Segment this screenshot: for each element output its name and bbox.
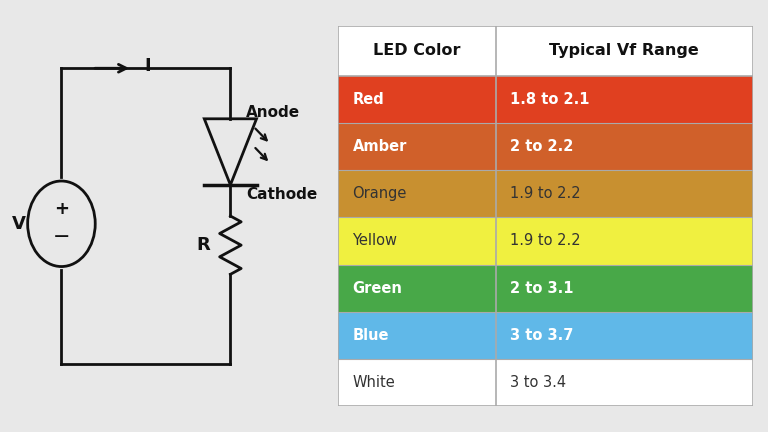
Bar (338, 26, 753, 76)
Bar (338, 312, 753, 359)
Text: Typical Vf Range: Typical Vf Range (549, 43, 699, 58)
Text: Orange: Orange (353, 186, 407, 201)
Text: +: + (54, 200, 69, 218)
Bar (338, 123, 753, 170)
Text: Amber: Amber (353, 139, 407, 154)
Text: I: I (144, 57, 151, 75)
Text: Anode: Anode (246, 105, 300, 121)
Text: 1.9 to 2.2: 1.9 to 2.2 (510, 186, 581, 201)
Bar (338, 217, 753, 264)
Text: R: R (196, 236, 210, 254)
Text: −: − (53, 227, 70, 248)
Bar (338, 170, 753, 217)
Text: 1.8 to 2.1: 1.8 to 2.1 (510, 92, 590, 107)
Text: Red: Red (353, 92, 384, 107)
Text: Yellow: Yellow (353, 233, 397, 248)
Text: LED Color: LED Color (373, 43, 461, 58)
Text: 1.9 to 2.2: 1.9 to 2.2 (510, 233, 581, 248)
Text: 2 to 2.2: 2 to 2.2 (510, 139, 574, 154)
Text: 3 to 3.4: 3 to 3.4 (510, 375, 566, 390)
Text: 3 to 3.7: 3 to 3.7 (510, 328, 574, 343)
Bar (338, 359, 753, 406)
Text: Blue: Blue (353, 328, 389, 343)
Text: 2 to 3.1: 2 to 3.1 (510, 281, 574, 295)
Text: V: V (12, 215, 25, 233)
Bar (338, 264, 753, 312)
Text: White: White (353, 375, 396, 390)
Text: Cathode: Cathode (246, 187, 317, 202)
Bar (338, 76, 753, 123)
Text: Green: Green (353, 281, 402, 295)
